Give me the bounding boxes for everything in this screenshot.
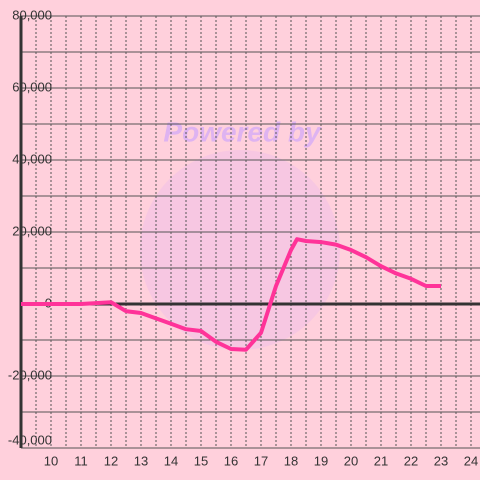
x-tick-label: 15 <box>194 453 208 468</box>
x-tick-label: 14 <box>164 453 178 468</box>
data-line <box>21 237 441 352</box>
x-tick-label: 19 <box>314 453 328 468</box>
x-tick-label: 11 <box>74 453 88 468</box>
y-tick-label: 20,000 <box>12 223 52 238</box>
x-tick-label: 24 <box>464 453 478 468</box>
y-tick-label: -40,000 <box>8 432 52 447</box>
x-tick-label: 22 <box>404 453 418 468</box>
y-tick-label: 60,000 <box>12 79 52 94</box>
x-tick-label: 13 <box>134 453 148 468</box>
x-tick-label: 18 <box>284 453 298 468</box>
x-tick-label: 17 <box>254 453 268 468</box>
y-tick-label: 80,000 <box>12 7 52 22</box>
x-tick-label: 12 <box>104 453 118 468</box>
x-tick-label: 20 <box>344 453 358 468</box>
watermark-image <box>140 150 340 350</box>
x-tick-label: 23 <box>434 453 448 468</box>
y-tick-label: 40,000 <box>12 151 52 166</box>
x-tick-label: 10 <box>44 453 58 468</box>
x-tick-label: 16 <box>224 453 238 468</box>
x-tick-label: 21 <box>374 453 388 468</box>
y-tick-label: -20,000 <box>8 367 52 382</box>
watermark-text: Powered by <box>163 116 322 147</box>
